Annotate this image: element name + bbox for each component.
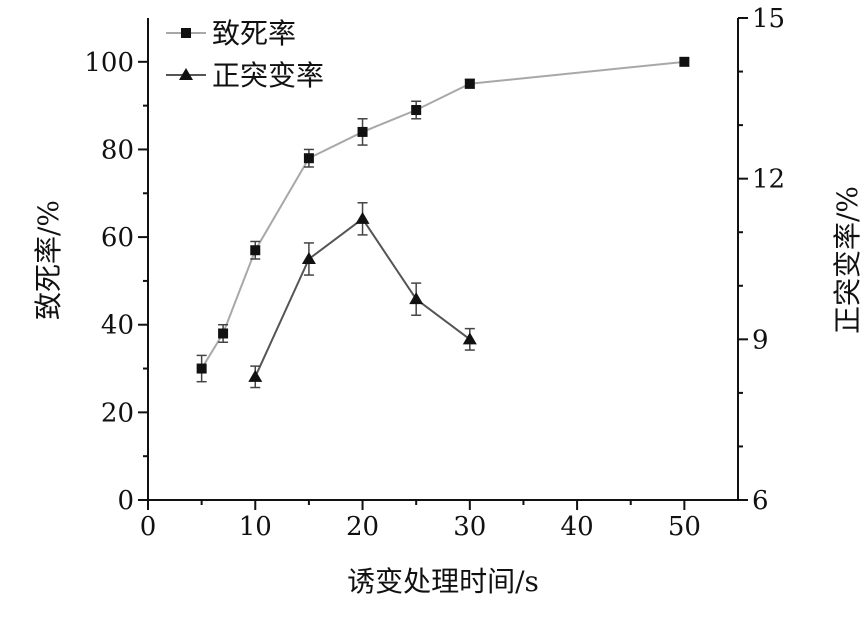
y-axis-left-title: 致死率/%: [32, 200, 65, 320]
y-left-tick-label: 80: [101, 135, 134, 165]
y-right-tick-label: 6: [752, 486, 769, 516]
x-axis-title: 诱变处理时间/s: [347, 565, 539, 598]
data-point: [196, 363, 207, 374]
y-left-tick-label: 60: [101, 223, 134, 253]
data-point: [248, 369, 263, 382]
x-tick-label: 40: [561, 512, 594, 542]
x-tick-label: 30: [453, 512, 486, 542]
series-line: [254, 217, 471, 378]
legend-marker: [179, 68, 193, 80]
data-point: [303, 153, 314, 164]
legend-label: 正突变率: [212, 59, 324, 92]
data-point: [409, 292, 424, 305]
y-right-tick-label: 9: [752, 325, 769, 355]
legend-item-1: 致死率: [166, 17, 296, 50]
series-1: [196, 56, 690, 383]
y-right-tick-label: 15: [752, 4, 785, 34]
y-left-tick-label: 0: [117, 486, 134, 516]
y-left-tick-label: 20: [101, 398, 134, 428]
data-point: [355, 211, 370, 224]
data-point: [679, 56, 690, 67]
data-point: [218, 328, 229, 339]
data-point: [462, 332, 477, 345]
x-tick-label: 50: [668, 512, 701, 542]
data-point: [357, 126, 368, 137]
y-left-tick-label: 100: [84, 48, 134, 78]
legend-label: 致死率: [212, 17, 296, 50]
legend-marker: [181, 28, 191, 38]
ticks: 0 10 20 30 40 50 0 20 40 60 80 100 6 9 12 15: [84, 4, 785, 542]
series-2: [248, 202, 477, 389]
x-tick-label: 10: [239, 512, 272, 542]
data-point: [301, 252, 316, 264]
x-tick-label: 0: [140, 512, 157, 542]
series-line: [200, 60, 685, 370]
legend-item-2: 正突变率: [166, 59, 324, 92]
y-left-tick-label: 40: [101, 311, 134, 341]
y-axis-right-title: 正突变率/%: [831, 186, 864, 334]
series-layer: [196, 56, 690, 389]
y-right-tick-label: 12: [752, 165, 785, 195]
data-point: [250, 245, 261, 256]
x-tick-label: 20: [346, 512, 379, 542]
axes: [147, 18, 739, 501]
data-point: [464, 78, 475, 89]
data-point: [411, 105, 422, 116]
